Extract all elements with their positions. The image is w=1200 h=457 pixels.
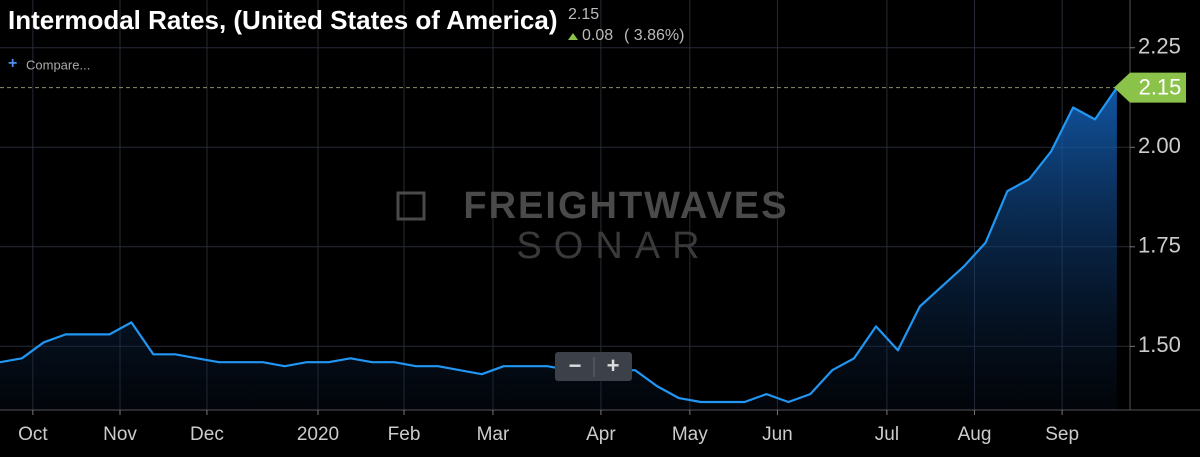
x-tick-label: Jul: [875, 424, 899, 445]
x-tick-label: Apr: [586, 424, 616, 445]
x-tick-label: Mar: [477, 424, 510, 445]
axes: 1.50 1.75 2.00 2.25 Oct Nov Dec 2020 Feb Mar Apr Ma…: [0, 0, 1200, 445]
y-tick-label: 2.00: [1138, 133, 1181, 158]
current-value: 2.15: [568, 6, 599, 23]
x-tick-label: Aug: [958, 424, 992, 445]
change-value: 0.08: [582, 27, 613, 44]
x-tick-label: 2020: [297, 424, 339, 445]
y-tick-label: 1.50: [1138, 332, 1181, 357]
zoom-controls: − +: [555, 352, 632, 381]
x-tick-label: Dec: [190, 424, 224, 445]
up-arrow: [568, 33, 578, 40]
x-tick-label: Oct: [18, 424, 48, 445]
compare-link[interactable]: Compare...: [26, 57, 90, 72]
x-tick-label: Nov: [103, 424, 137, 445]
x-tick-label: Jun: [762, 424, 793, 445]
x-tick-label: Feb: [388, 424, 421, 445]
x-tick-label: May: [672, 424, 708, 445]
watermark-logo: [396, 191, 426, 221]
watermark-product: SONAR: [516, 225, 711, 267]
compare-icon[interactable]: +: [8, 55, 17, 72]
watermark-brand: FREIGHTWAVES: [463, 185, 788, 227]
y-tick-label: 1.75: [1138, 233, 1181, 258]
chart-title: Intermodal Rates, (United States of Amer…: [8, 5, 558, 35]
grid: [0, 0, 1130, 410]
header: Intermodal Rates, (United States of Amer…: [8, 5, 684, 73]
zoom-in-button[interactable]: +: [607, 353, 620, 378]
last-value-label: 2.15: [1139, 74, 1182, 99]
watermark: FREIGHTWAVES SONAR: [396, 185, 788, 267]
x-tick-label: Sep: [1045, 424, 1079, 445]
area-fill: [0, 87, 1117, 410]
zoom-out-button[interactable]: −: [569, 353, 582, 378]
last-value-badge: [1114, 72, 1186, 103]
y-tick-label: 2.25: [1138, 34, 1181, 59]
change-percent: ( 3.86%): [624, 27, 684, 44]
